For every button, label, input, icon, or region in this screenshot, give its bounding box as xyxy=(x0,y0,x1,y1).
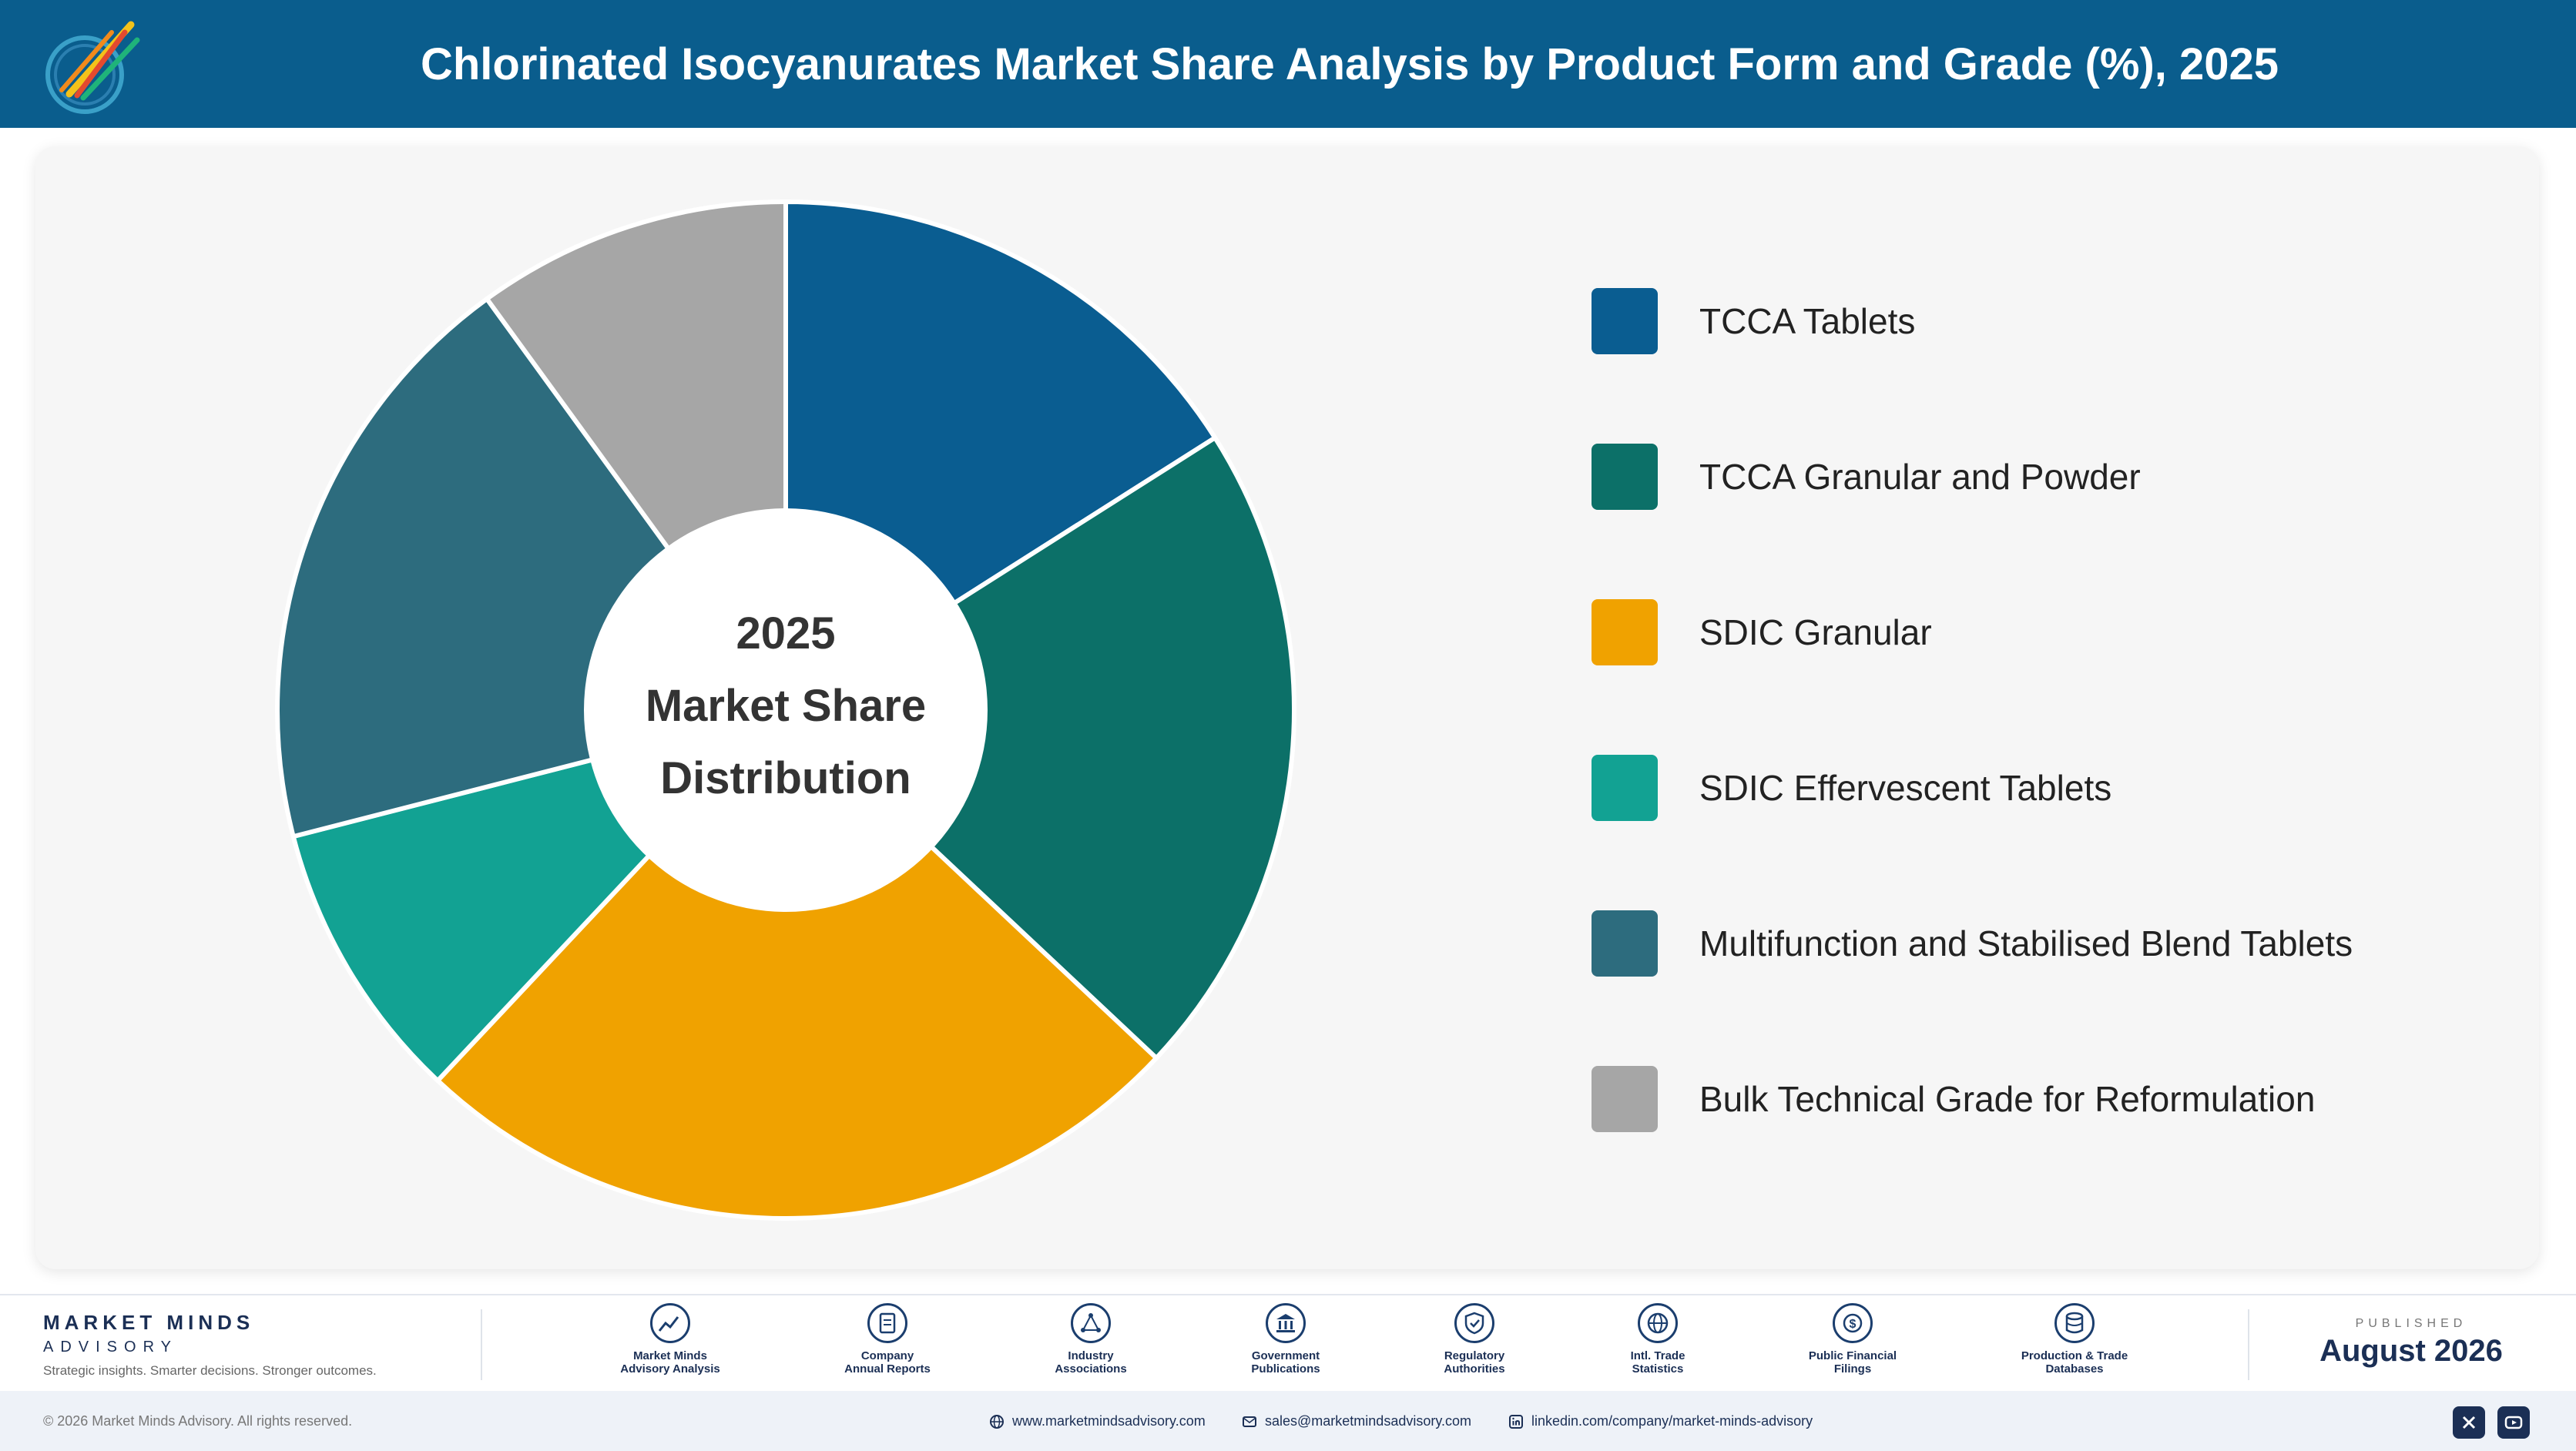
linkedin-icon xyxy=(1509,1415,1523,1429)
source-item: Intl. Trade Statistics xyxy=(1585,1303,1731,1388)
source-label: Government Publications xyxy=(1251,1349,1320,1376)
dollar-coin-icon: $ xyxy=(1833,1303,1873,1343)
globe-icon xyxy=(990,1415,1004,1429)
source-item: $ Public Financial Filings xyxy=(1779,1303,1926,1388)
footer-bottom-bar: © 2026 Market Minds Advisory. All rights… xyxy=(0,1391,2576,1451)
brand-tagline: Strategic insights. Smarter decisions. S… xyxy=(43,1363,377,1378)
pie-slice-tcca-granular-and-powder xyxy=(783,435,1296,1061)
published-date: August 2026 xyxy=(2319,1334,2503,1368)
shield-check-icon xyxy=(1454,1303,1494,1343)
brand-subtitle: ADVISORY xyxy=(43,1339,178,1355)
trend-line-icon xyxy=(650,1303,690,1343)
network-icon xyxy=(1071,1303,1111,1343)
legend-label: TCCA Granular and Powder xyxy=(1699,457,2141,497)
website-link[interactable]: www.marketmindsadvisory.com xyxy=(989,1391,1206,1451)
source-label: Industry Associations xyxy=(1055,1349,1127,1376)
legend-swatch xyxy=(1592,755,1658,821)
source-item: Production & Trade Databases xyxy=(2001,1303,2148,1388)
globe-icon xyxy=(1638,1303,1678,1343)
database-icon xyxy=(2054,1303,2095,1343)
source-item: Industry Associations xyxy=(1018,1303,1164,1388)
source-item: Government Publications xyxy=(1213,1303,1359,1388)
legend-item: TCCA Granular and Powder xyxy=(1592,444,2516,513)
x-social-button[interactable] xyxy=(2453,1406,2485,1439)
email-link[interactable]: sales@marketmindsadvisory.com xyxy=(1242,1391,1471,1451)
source-label: Public Financial Filings xyxy=(1808,1349,1897,1376)
source-item: Company Annual Reports xyxy=(814,1303,961,1388)
donut-chart: 2025 Market Share Distribution xyxy=(275,199,1296,1221)
copyright: © 2026 Market Minds Advisory. All rights… xyxy=(43,1413,353,1429)
source-label: Market Minds Advisory Analysis xyxy=(620,1349,720,1376)
divider xyxy=(481,1309,482,1380)
divider xyxy=(2248,1309,2249,1380)
published-caption: PUBLISHED xyxy=(2355,1317,2467,1330)
center-label-year: 2025 xyxy=(736,608,835,658)
linkedin-text: linkedin.com/company/market-minds-adviso… xyxy=(1531,1413,1813,1429)
source-label: Company Annual Reports xyxy=(844,1349,931,1376)
source-label: Regulatory Authorities xyxy=(1444,1349,1505,1376)
source-label: Production & Trade Databases xyxy=(2021,1349,2128,1376)
chart-title: Chlorinated Isocyanurates Market Share A… xyxy=(420,39,2279,89)
center-label-line2: Market Share xyxy=(646,681,926,731)
source-item: Regulatory Authorities xyxy=(1401,1303,1548,1388)
donut-hole xyxy=(584,508,988,912)
legend-swatch xyxy=(1592,910,1658,977)
company-logo xyxy=(45,21,140,114)
legend-item: TCCA Tablets xyxy=(1592,288,2516,357)
legend-swatch xyxy=(1592,1066,1658,1132)
youtube-social-button[interactable] xyxy=(2497,1406,2530,1439)
legend-label: Multifunction and Stabilised Blend Table… xyxy=(1699,923,2353,963)
government-building-icon xyxy=(1266,1303,1306,1343)
svg-text:$: $ xyxy=(1850,1318,1857,1331)
x-icon xyxy=(2462,1416,2476,1429)
email-text: sales@marketmindsadvisory.com xyxy=(1265,1413,1472,1429)
legend-label: Bulk Technical Grade for Reformulation xyxy=(1699,1079,2316,1119)
brand-name: MARKET MINDS xyxy=(43,1311,255,1334)
website-text: www.marketmindsadvisory.com xyxy=(1012,1413,1206,1429)
mail-icon xyxy=(1243,1416,1256,1428)
legend-label: TCCA Tablets xyxy=(1699,301,1916,341)
legend-item: Bulk Technical Grade for Reformulation xyxy=(1592,1066,2516,1135)
legend-swatch xyxy=(1592,444,1658,510)
chart-card: 2025 Market Share Distribution TCCA Tabl… xyxy=(35,146,2539,1269)
legend-label: SDIC Effervescent Tablets xyxy=(1699,768,2112,808)
source-label: Intl. Trade Statistics xyxy=(1630,1349,1685,1376)
legend-swatch xyxy=(1592,599,1658,665)
youtube-icon xyxy=(2504,1416,2523,1429)
legend-swatch xyxy=(1592,288,1658,354)
legend-item: Multifunction and Stabilised Blend Table… xyxy=(1592,910,2516,980)
pie-slice-sdic-granular xyxy=(435,708,1159,1221)
source-item: Market Minds Advisory Analysis xyxy=(597,1303,743,1388)
document-icon xyxy=(867,1303,907,1343)
legend-label: SDIC Granular xyxy=(1699,612,1932,652)
legend-item: SDIC Granular xyxy=(1592,599,2516,669)
footer: MARKET MINDS ADVISORY Strategic insights… xyxy=(0,1294,2576,1451)
center-label-line3: Distribution xyxy=(660,753,911,803)
legend-item: SDIC Effervescent Tablets xyxy=(1592,755,2516,824)
header-bar: Chlorinated Isocyanurates Market Share A… xyxy=(0,0,2576,128)
linkedin-link[interactable]: linkedin.com/company/market-minds-adviso… xyxy=(1508,1391,1813,1451)
